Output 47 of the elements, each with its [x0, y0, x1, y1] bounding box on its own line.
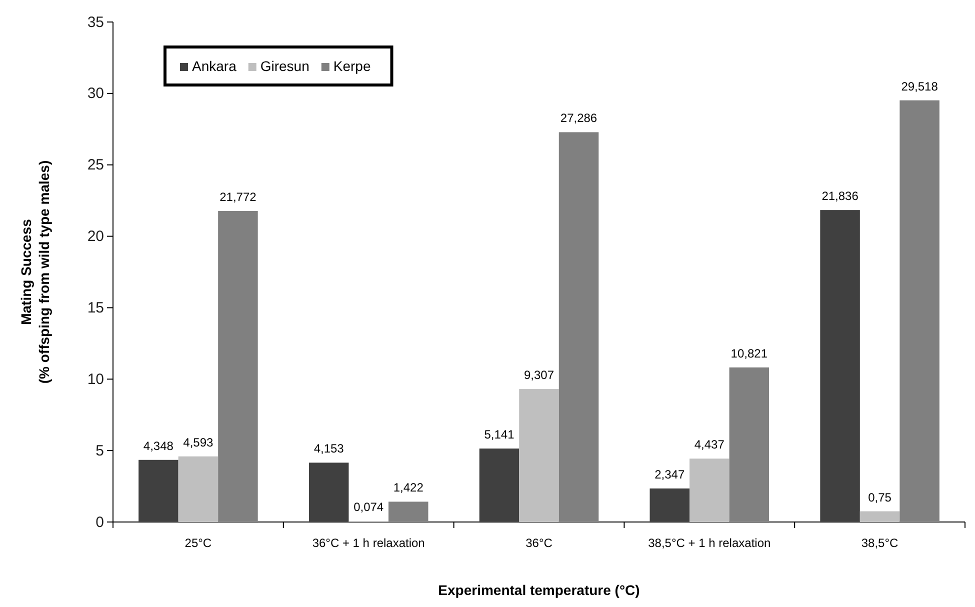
- x-tick-label: 38,5°C + 1 h relaxation: [648, 536, 771, 550]
- x-tick-label: 25°C: [184, 536, 212, 550]
- bar: [388, 502, 428, 522]
- data-label: 0,074: [354, 500, 384, 514]
- legend-label: Giresun: [260, 58, 310, 74]
- x-axis-title: Experimental temperature (°C): [438, 582, 640, 598]
- bar: [729, 367, 770, 522]
- bar: [218, 210, 258, 522]
- bar: [900, 100, 940, 522]
- y-tick-label: 5: [96, 442, 104, 460]
- y-axis-title: Mating Success (% offsping from wild type males): [18, 160, 52, 384]
- data-label: 27,286: [560, 111, 598, 126]
- y-tick-label: 10: [87, 370, 104, 388]
- data-label: 5,141: [484, 428, 515, 442]
- bar: [650, 488, 690, 522]
- bar: [519, 389, 559, 522]
- x-tick-label: 38,5°C: [861, 536, 899, 550]
- data-label: 4,153: [314, 442, 344, 456]
- bar: [820, 210, 860, 522]
- data-label: 10,821: [730, 346, 768, 360]
- bar: [479, 448, 520, 522]
- y-tick-label: 0: [96, 514, 104, 531]
- y-tick-label: 30: [87, 85, 104, 102]
- legend-label: Ankara: [192, 58, 237, 74]
- data-label: 29,518: [901, 79, 938, 94]
- data-label: 9,307: [524, 368, 554, 382]
- bar: [860, 511, 900, 522]
- bar: [308, 462, 349, 522]
- data-label: 2,347: [654, 467, 685, 482]
- y-tick-label: 25: [87, 156, 104, 174]
- y-tick-label: 35: [87, 14, 104, 31]
- data-label: 4,348: [143, 438, 174, 453]
- data-label: 4,593: [183, 435, 214, 450]
- data-label: 21,836: [822, 189, 859, 204]
- data-label: 4,437: [694, 438, 725, 452]
- bar: [178, 456, 218, 522]
- bar: [138, 460, 178, 522]
- bar: [558, 132, 599, 522]
- x-tick-label: 36°C + 1 h relaxation: [312, 536, 425, 550]
- y-tick-label: 15: [87, 300, 104, 317]
- legend-label: Kerpe: [333, 58, 371, 74]
- y-tick-label: 20: [87, 228, 104, 246]
- data-label: 0,75: [868, 490, 892, 504]
- data-label: 1,422: [393, 480, 424, 495]
- x-tick-label: 36°C: [526, 536, 553, 550]
- bar: [690, 458, 730, 522]
- data-label: 21,772: [220, 190, 257, 204]
